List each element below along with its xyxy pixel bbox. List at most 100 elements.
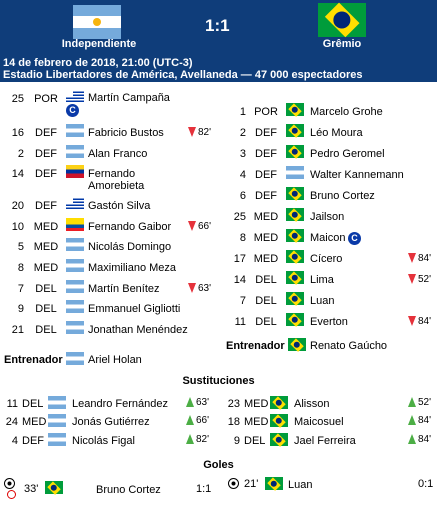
player-name[interactable]: Martín Benítez: [88, 283, 160, 295]
event-minute: 84': [418, 434, 432, 445]
argentina-flag-icon: [66, 259, 84, 272]
event-minute: 63': [196, 397, 210, 408]
captain-icon: C: [66, 104, 79, 117]
goal-scorer[interactable]: Luan: [288, 479, 313, 491]
goal-scorer[interactable]: Bruno Cortez: [96, 484, 161, 496]
player-name[interactable]: Léo Moura: [310, 127, 363, 139]
player-number: 21: [11, 324, 24, 336]
player-position: MED: [244, 398, 269, 410]
player-number: 2: [239, 127, 246, 139]
player-row: 25 MED Jailson: [222, 208, 437, 228]
player-position: DEF: [35, 168, 57, 180]
player-name[interactable]: Fernando Amorebieta: [88, 168, 145, 192]
player-position: POR: [34, 93, 58, 105]
player-name[interactable]: Leandro Fernández: [72, 398, 169, 410]
event-minute: 52': [418, 397, 432, 408]
player-row: 14 DEL Lima 52': [222, 271, 437, 291]
player-row: 14 DEF Fernando Amorebieta: [0, 165, 218, 192]
player-name[interactable]: Emmanuel Gigliotti: [88, 303, 181, 315]
event-minute: 84': [418, 253, 432, 264]
player-number: 24: [5, 416, 18, 428]
player-number: 1: [239, 106, 246, 118]
substituted-off-icon: [188, 221, 196, 232]
player-name[interactable]: Fabricio Bustos: [88, 127, 164, 139]
player-number: 8: [239, 232, 246, 244]
player-number: 11: [234, 316, 246, 328]
argentina-flag-icon: [48, 396, 66, 409]
substitution-row: 9 DEL Jael Ferreira 84': [222, 432, 437, 452]
player-name[interactable]: Jonathan Menéndez: [88, 324, 188, 336]
event-minute: 66': [196, 415, 210, 426]
player-name[interactable]: Gastón Silva: [88, 200, 151, 212]
player-row: 10 MED Fernando Gaibor 66': [0, 218, 218, 238]
player-name[interactable]: Luan: [310, 295, 335, 307]
player-position: MED: [22, 416, 47, 428]
player-name[interactable]: Walter Kannemann: [310, 169, 404, 181]
player-name[interactable]: Nicolás Domingo: [88, 241, 172, 253]
brazil-flag-icon: [270, 396, 288, 409]
player-row: 2 DEF Léo Moura: [222, 124, 437, 144]
player-name[interactable]: Alan Franco: [88, 148, 148, 160]
player-position: DEL: [244, 435, 266, 447]
player-name[interactable]: Maicon: [310, 232, 346, 244]
player-name[interactable]: Jael Ferreira: [294, 435, 356, 447]
substitution-out-indicator: 84': [408, 253, 431, 264]
player-name[interactable]: Lima: [310, 274, 334, 286]
home-team-name[interactable]: Independiente: [61, 38, 137, 50]
argentina-flag-icon: [66, 352, 84, 365]
goal-row-home: 33' Bruno Cortez 1:1: [0, 478, 218, 499]
football-icon: [228, 478, 239, 489]
own-goal-icon: [7, 490, 16, 499]
argentina-flag-icon: [66, 124, 84, 137]
brazil-flag-icon: [286, 103, 304, 116]
substituted-off-icon: [408, 274, 416, 285]
player-number: 3: [239, 148, 246, 160]
player-name[interactable]: Martín Campaña: [88, 92, 170, 104]
player-name[interactable]: Nicolás Figal: [72, 435, 135, 447]
player-number: 4: [11, 435, 18, 447]
player-name[interactable]: Fernando Gaibor: [88, 221, 172, 233]
player-name[interactable]: Alisson: [294, 398, 330, 410]
player-name[interactable]: Everton: [310, 316, 348, 328]
player-name[interactable]: Maximiliano Meza: [88, 262, 177, 274]
away-coach-name[interactable]: Renato Gaúcho: [310, 340, 388, 352]
match-venue[interactable]: Estadio Libertadores de América, Avellan…: [3, 69, 363, 81]
substituted-on-icon: [186, 397, 194, 408]
player-name[interactable]: Jailson: [310, 211, 345, 223]
goal-score: 1:1: [196, 483, 212, 495]
home-coach-name[interactable]: Ariel Holan: [88, 354, 142, 366]
player-row: 25 POR Martín Campaña C: [0, 90, 218, 117]
player-name[interactable]: Cícero: [310, 253, 343, 265]
player-position: MED: [253, 232, 279, 244]
substituted-on-icon: [408, 397, 416, 408]
player-number: 14: [11, 168, 24, 180]
player-row: 11 DEL Everton 84': [222, 313, 437, 333]
player-number: 14: [233, 274, 246, 286]
substitution-out-indicator: 66': [188, 221, 211, 232]
brazil-flag-icon: [286, 124, 304, 137]
away-team-name[interactable]: Grêmio: [322, 38, 362, 50]
substitution-row: 18 MED Maicosuel 84': [222, 413, 437, 433]
goal-minute: 33': [24, 483, 39, 495]
substitution-row: 4 DEF Nicolás Figal 82': [0, 432, 218, 452]
player-position: MED: [253, 211, 279, 223]
substituted-off-icon: [188, 283, 196, 294]
goal-score: 0:1: [418, 478, 434, 490]
player-position: DEF: [255, 148, 277, 160]
player-name[interactable]: Jonás Gutiérrez: [72, 416, 150, 428]
player-name[interactable]: Bruno Cortez: [310, 190, 375, 202]
player-name[interactable]: Pedro Geromel: [310, 148, 385, 160]
player-name[interactable]: Maicosuel: [294, 416, 344, 428]
goal-row-away: 21' Luan 0:1: [222, 477, 437, 498]
brazil-flag-icon: [270, 433, 288, 446]
player-row: 21 DEL Jonathan Menéndez: [0, 321, 218, 341]
player-number: 10: [11, 221, 24, 233]
player-name[interactable]: Marcelo Grohe: [310, 106, 383, 118]
argentina-flag-icon: [73, 5, 121, 39]
substitution-in-indicator: 82': [186, 434, 209, 445]
brazil-flag-icon: [265, 477, 283, 490]
player-position: DEL: [255, 274, 277, 286]
player-number: 11: [6, 398, 18, 410]
argentina-flag-icon: [66, 145, 84, 158]
brazil-flag-icon: [286, 187, 304, 200]
